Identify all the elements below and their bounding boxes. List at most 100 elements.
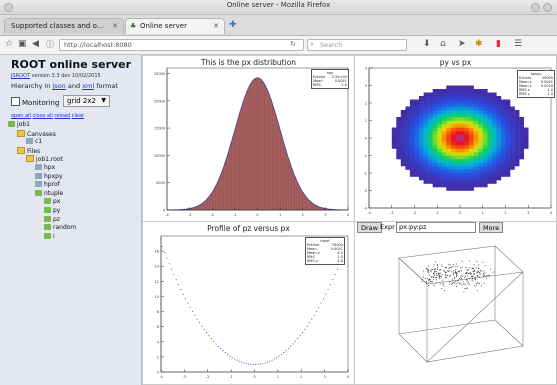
stats-row: Mean y 4.0 <box>307 251 343 255</box>
heatmap-cell <box>473 99 479 104</box>
monitoring-toggle[interactable]: Monitoring <box>11 97 59 107</box>
heatmap-cell <box>432 162 438 167</box>
scatter-point <box>448 270 450 271</box>
tree-item[interactable]: job1.root <box>26 155 63 163</box>
addon-icon[interactable]: ▮ <box>496 39 501 49</box>
minimize-icon[interactable] <box>531 3 540 12</box>
heatmap-cell <box>478 99 483 104</box>
heatmap-cell <box>414 152 420 156</box>
xml-link[interactable]: xml <box>82 82 95 90</box>
heatmap-cell <box>450 187 456 191</box>
box-bottom-right <box>494 319 524 347</box>
y-tick-label: 0 <box>163 209 165 213</box>
bookmark-star-icon[interactable]: ☆ <box>5 39 14 49</box>
profile-point <box>257 363 259 365</box>
tree-item[interactable]: hpx <box>35 164 55 171</box>
heatmap-cell <box>423 155 429 160</box>
json-link[interactable]: json <box>52 82 66 90</box>
jsroot-link[interactable]: JSROOT <box>11 73 31 79</box>
heatmap-cell <box>432 124 438 128</box>
tree-item[interactable]: ntuple <box>35 189 63 197</box>
heatmap-cell <box>523 145 529 149</box>
heatmap-cell <box>473 124 479 128</box>
tree-item[interactable]: pz <box>44 215 60 223</box>
canvas-area: This is the px distribution -4 -3 -2 -1 0 1 2 3… <box>142 55 557 385</box>
heatmap-cell <box>428 176 433 181</box>
tab-supported-classes[interactable]: Supported classes and o... ✕ <box>4 18 124 34</box>
new-tab-icon[interactable]: ✚ <box>229 20 237 30</box>
tab-online-server[interactable]: ♣ Online server ✕ <box>125 18 225 34</box>
pad-hpx[interactable]: This is the px distribution -4 -3 -2 -1 0 1 2 3… <box>142 55 355 222</box>
x-tick-label: -3 <box>183 375 187 379</box>
tree-item[interactable]: i <box>44 232 55 240</box>
heatmap-cell <box>446 110 452 114</box>
site-info-icon[interactable]: ⓘ <box>46 40 54 49</box>
download-icon[interactable]: ⬇ <box>423 39 431 49</box>
heatmap-cell <box>482 92 488 97</box>
reload-link[interactable]: reload <box>54 113 71 119</box>
heatmap-cell <box>478 103 483 107</box>
open-all-link[interactable]: open all <box>11 113 31 119</box>
tree-item[interactable]: c1 <box>26 138 42 145</box>
scatter-point <box>457 279 459 281</box>
heatmap-cell <box>423 92 429 97</box>
profile-point <box>170 268 173 270</box>
scatter-point <box>477 275 479 277</box>
heatmap-cell <box>396 155 402 160</box>
more-button[interactable]: More <box>479 222 504 233</box>
pad-3d-scatter[interactable] <box>354 221 557 385</box>
heatmap-cell <box>482 113 488 118</box>
pad-hprof[interactable]: Profile of pz versus px -4 -3 -2 -1 0 1 2 3 4 0 2 4… <box>142 221 355 385</box>
layout-select[interactable]: grid 2x2 ▼ <box>63 95 110 107</box>
heatmap-cell <box>409 141 415 146</box>
tree-item[interactable]: random <box>44 224 76 231</box>
tree-item[interactable]: job1 <box>8 121 30 128</box>
scatter-point <box>467 282 469 284</box>
heatmap-cell <box>460 117 465 121</box>
profile-point <box>224 352 226 354</box>
scatter-point <box>439 275 441 277</box>
tree-item[interactable]: Files <box>17 146 40 155</box>
heatmap-cell <box>505 124 511 128</box>
close-tab-icon[interactable]: ✕ <box>213 22 219 30</box>
scatter-point <box>437 268 439 270</box>
scatter-point <box>451 283 453 285</box>
extension-icon[interactable]: ✱ <box>475 39 483 49</box>
tree-item[interactable]: hprof <box>35 181 60 188</box>
heatmap-cell <box>487 134 493 139</box>
monitoring-checkbox[interactable] <box>11 97 20 106</box>
heatmap-cell <box>487 159 493 163</box>
url-input[interactable]: http://localhost:8080 <box>59 39 304 51</box>
y-tick-label: 4 <box>157 340 160 344</box>
pad-hpxpy[interactable]: py vs px -4 -3 -2 -1 0 1 2 3 4 -4 -3 -2 -1 0 1 2 3 4 hpxp… <box>354 55 557 222</box>
heatmap-cell <box>414 169 420 174</box>
close-tab-icon[interactable]: ✕ <box>112 22 118 30</box>
heatmap-cell <box>455 113 461 118</box>
close-all-link[interactable]: close all <box>32 113 53 119</box>
scatter-point <box>456 275 458 277</box>
heatmap-cell <box>514 159 520 163</box>
app-menu-icon[interactable] <box>4 3 13 12</box>
heatmap-cell <box>446 152 452 156</box>
expr-input[interactable]: px:py:pz <box>396 222 476 233</box>
search-input[interactable]: Search <box>307 39 407 51</box>
scatter-3d-view <box>398 245 524 363</box>
home-icon[interactable]: ⌂ <box>440 39 446 49</box>
clipboard-icon[interactable]: ▣ <box>18 39 27 49</box>
back-icon[interactable]: ◀ <box>32 39 39 49</box>
tree-item[interactable]: hpxpy <box>35 172 63 180</box>
draw-button[interactable]: Draw <box>357 222 382 233</box>
heatmap-cell <box>519 131 524 135</box>
clear-link[interactable]: clear <box>71 113 85 119</box>
close-window-icon[interactable] <box>543 3 552 12</box>
send-icon[interactable]: ➤ <box>458 39 466 49</box>
tree-item[interactable]: Canvases <box>17 129 56 138</box>
reload-icon[interactable]: ↻ <box>290 40 296 48</box>
heatmap-cell <box>496 176 502 181</box>
tree-item[interactable]: px <box>44 198 60 205</box>
profile-point <box>175 279 177 281</box>
menu-icon[interactable]: ☰ <box>514 39 523 49</box>
stats-row: RMS 1.0 <box>313 83 347 87</box>
heatmap-cell <box>464 141 470 146</box>
tree-item[interactable]: py <box>44 207 60 214</box>
